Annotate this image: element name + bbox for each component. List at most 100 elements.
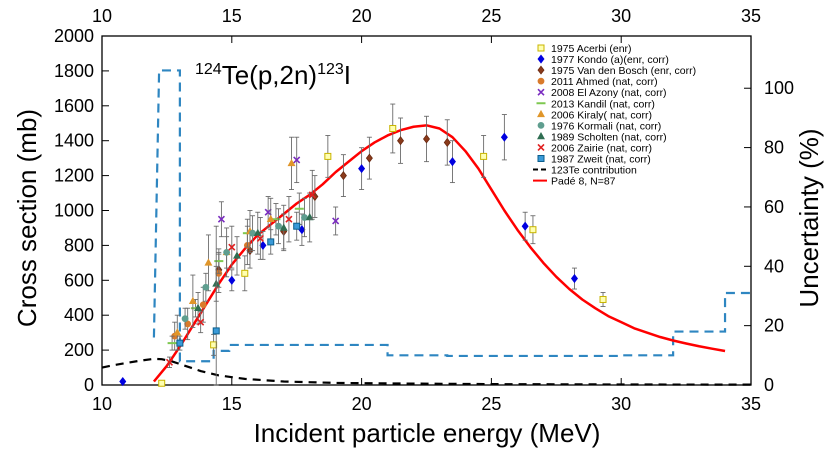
data-point xyxy=(332,217,340,225)
y-axis-label: Cross section (mb) xyxy=(12,109,42,327)
chart-title: 124Te(p,2n)123I xyxy=(195,60,351,90)
data-point xyxy=(521,221,529,231)
legend-marker xyxy=(537,131,545,140)
legend-label: 2013 Kandil (nat, corr) xyxy=(551,98,655,110)
x-top-tick-label: 10 xyxy=(92,6,112,26)
y2-tick-label: 40 xyxy=(764,256,784,276)
data-point xyxy=(264,208,272,216)
data-point xyxy=(197,318,205,326)
data-point xyxy=(266,214,275,223)
y-tick-label: 800 xyxy=(64,235,94,255)
y-tick-label: 200 xyxy=(64,340,94,360)
data-point xyxy=(233,251,241,259)
x-top-tick-label: 35 xyxy=(741,6,761,26)
data-point xyxy=(119,376,127,387)
legend-label: 2006 Zairie (nat, corr) xyxy=(551,142,652,154)
legend-label: Padé 8, N=87 xyxy=(551,176,616,188)
legend-marker xyxy=(537,155,545,162)
data-point xyxy=(181,315,189,323)
data-point xyxy=(165,358,174,366)
legend-label: 2008 El Azony (nat, corr) xyxy=(551,87,667,99)
axis-ticks: 1010151520202525303035350200400600800100… xyxy=(54,6,794,414)
data-point xyxy=(228,275,236,285)
data-point xyxy=(308,191,316,199)
data-point xyxy=(599,295,607,303)
data-point xyxy=(217,215,225,223)
te123-contribution-line xyxy=(101,357,752,386)
data-point xyxy=(210,341,218,349)
legend-label: 1977 Kondo (a)(enr, corr) xyxy=(551,54,669,66)
data-point xyxy=(500,132,508,142)
y2-tick-label: 20 xyxy=(764,316,784,336)
data-point xyxy=(275,222,282,230)
x-tick-label: 20 xyxy=(352,394,372,414)
uncertainty-line xyxy=(152,69,751,363)
data-point xyxy=(529,226,537,234)
y-tick-label: 600 xyxy=(64,270,94,290)
data-point xyxy=(279,223,288,231)
y-tick-label: 1200 xyxy=(54,166,94,186)
legend-marker xyxy=(537,54,545,64)
legend-label: 123Te contribution xyxy=(551,165,637,177)
legend-marker xyxy=(537,44,545,52)
data-point xyxy=(176,339,184,347)
y2-tick-label: 100 xyxy=(764,78,794,98)
x-tick-label: 25 xyxy=(481,394,501,414)
y-tick-label: 400 xyxy=(64,305,94,325)
data-point xyxy=(293,222,301,230)
x-top-tick-label: 20 xyxy=(352,6,372,26)
uncertainty-series xyxy=(152,69,751,363)
legend-marker xyxy=(537,88,545,96)
x-tick-label: 35 xyxy=(741,394,761,414)
data-point xyxy=(324,152,332,160)
data-point xyxy=(241,269,249,277)
y-tick-label: 0 xyxy=(84,375,94,395)
legend-label: 1987 Zweit (nat, corr) xyxy=(551,154,651,166)
legend-label: 1975 Van den Bosch (enr, corr) xyxy=(551,65,696,77)
data-point xyxy=(365,153,373,163)
y-tick-label: 1000 xyxy=(54,201,94,221)
legend: 1975 Acerbi (enr)1977 Kondo (a)(enr, cor… xyxy=(533,43,696,188)
y-tick-label: 1400 xyxy=(54,131,94,151)
x-tick-label: 30 xyxy=(611,394,631,414)
legend-label: 2006 Kiraly( nat, corr) xyxy=(551,109,652,121)
legend-marker xyxy=(537,143,545,152)
data-point xyxy=(480,152,488,160)
legend-label: 1989 Scholten (nat, corr) xyxy=(551,131,667,143)
data-point xyxy=(397,136,405,146)
data-point xyxy=(202,283,210,291)
data-point xyxy=(223,248,231,256)
data-point xyxy=(358,164,366,174)
data-point xyxy=(194,303,203,312)
data-point xyxy=(285,215,293,223)
legend-marker xyxy=(537,65,545,75)
data-point xyxy=(228,243,236,251)
data-point xyxy=(173,328,182,336)
y2-tick-label: 60 xyxy=(764,197,784,217)
data-point xyxy=(287,158,296,167)
title-mass-124: 124 xyxy=(195,61,222,78)
data-point xyxy=(199,301,207,309)
data-point xyxy=(339,171,347,181)
data-point xyxy=(570,273,578,284)
y2-axis-label: Uncertainty (%) xyxy=(794,128,824,307)
legend-label: 1975 Acerbi (enr) xyxy=(551,43,632,55)
legend-label: 2011 Ahmed (nat, corr) xyxy=(551,76,658,88)
data-point xyxy=(158,379,166,387)
x-top-tick-label: 30 xyxy=(611,6,631,26)
data-point xyxy=(443,137,451,148)
data-point xyxy=(267,238,275,246)
title-mass-123: 123 xyxy=(317,61,344,78)
data-points xyxy=(119,103,607,387)
y2-tick-label: 80 xyxy=(764,138,784,158)
x-tick-label: 15 xyxy=(222,394,242,414)
x-top-tick-label: 25 xyxy=(481,6,501,26)
title-reaction: Te(p,2n) xyxy=(222,60,317,90)
y-tick-label: 1600 xyxy=(54,96,94,116)
y2-tick-label: 0 xyxy=(764,375,774,395)
legend-marker xyxy=(537,77,545,85)
data-point xyxy=(422,134,431,144)
data-point xyxy=(212,327,220,335)
data-point xyxy=(305,213,314,221)
